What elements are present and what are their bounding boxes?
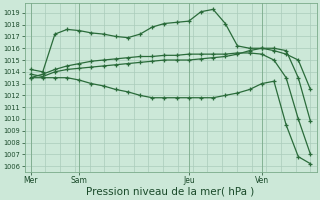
X-axis label: Pression niveau de la mer( hPa ): Pression niveau de la mer( hPa ) [86,187,255,197]
